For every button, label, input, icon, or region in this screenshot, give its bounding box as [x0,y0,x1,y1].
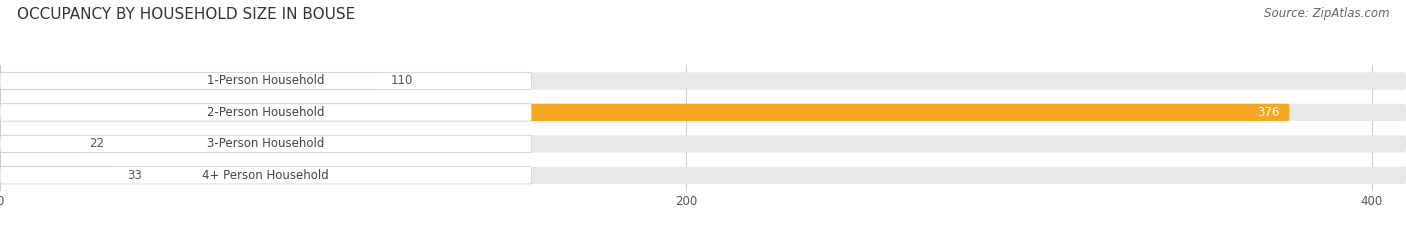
FancyBboxPatch shape [0,104,531,121]
Text: 22: 22 [89,137,104,150]
Text: Source: ZipAtlas.com: Source: ZipAtlas.com [1264,7,1389,20]
Text: 3-Person Household: 3-Person Household [207,137,325,150]
Text: 33: 33 [127,169,142,182]
FancyBboxPatch shape [0,104,1289,121]
FancyBboxPatch shape [0,167,1406,184]
Text: OCCUPANCY BY HOUSEHOLD SIZE IN BOUSE: OCCUPANCY BY HOUSEHOLD SIZE IN BOUSE [17,7,356,22]
FancyBboxPatch shape [0,104,1406,121]
FancyBboxPatch shape [0,135,531,153]
FancyBboxPatch shape [0,167,112,184]
Text: 4+ Person Household: 4+ Person Household [202,169,329,182]
Text: 376: 376 [1257,106,1279,119]
Text: 2-Person Household: 2-Person Household [207,106,325,119]
Text: 1-Person Household: 1-Person Household [207,75,325,87]
FancyBboxPatch shape [0,72,1406,90]
FancyBboxPatch shape [0,135,1406,153]
FancyBboxPatch shape [0,72,531,90]
FancyBboxPatch shape [0,135,76,153]
FancyBboxPatch shape [0,72,377,90]
FancyBboxPatch shape [0,167,531,184]
Text: 110: 110 [391,75,413,87]
